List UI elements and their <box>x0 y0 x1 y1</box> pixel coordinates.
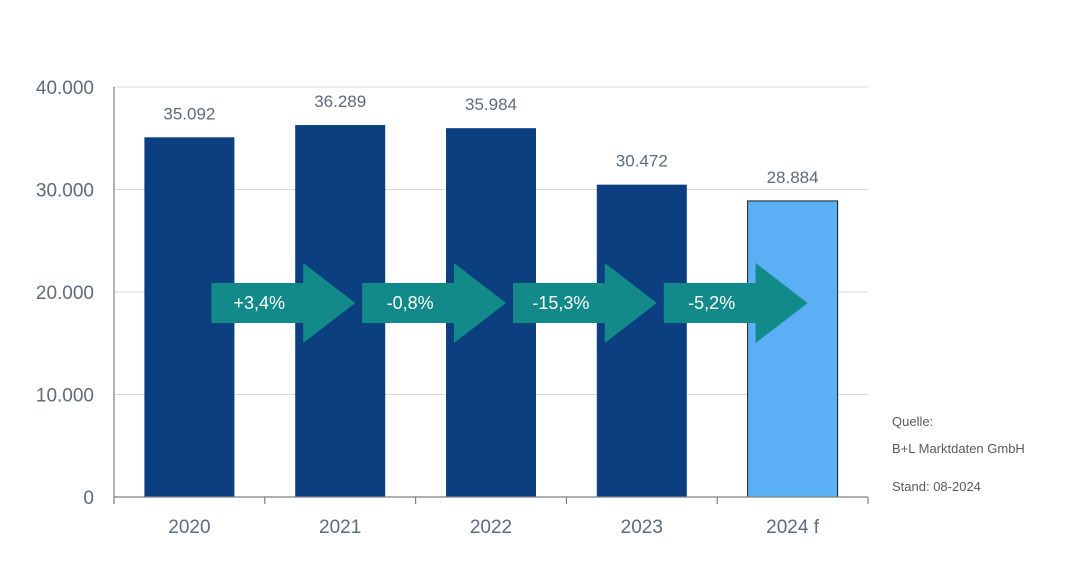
change-arrow <box>663 263 808 343</box>
data-label: 28.884 <box>767 168 819 187</box>
change-label: +3,4% <box>234 293 286 313</box>
x-tick-label: 2024 f <box>766 517 820 538</box>
y-tick-label: 20.000 <box>36 283 94 304</box>
change-label: -15,3% <box>532 293 589 313</box>
bar <box>596 184 687 498</box>
x-tick-label: 2020 <box>168 517 210 538</box>
x-tick-label: 2021 <box>319 517 361 538</box>
data-label: 35.092 <box>163 104 215 123</box>
source-date: Stand: 08-2024 <box>892 479 981 494</box>
data-label: 36.289 <box>314 92 366 111</box>
x-axis: 2020 2021 2022 2023 2024 f <box>113 87 869 538</box>
change-arrow <box>211 263 356 343</box>
change-label: -0,8% <box>387 293 434 313</box>
change-arrows: +3,4% -0,8% -15,3% -5,2% <box>211 263 808 343</box>
x-tick-label: 2022 <box>470 517 512 538</box>
change-arrow <box>513 263 657 343</box>
y-tick-label: 0 <box>83 488 94 509</box>
data-label: 30.472 <box>616 152 668 171</box>
data-labels: 35.092 36.289 35.984 30.472 28.884 <box>163 92 818 187</box>
change-arrow <box>362 263 506 343</box>
y-tick-label: 40.000 <box>36 78 94 99</box>
change-label: -5,2% <box>688 293 735 313</box>
source-label: Quelle: <box>892 414 934 429</box>
data-label: 35.984 <box>465 95 517 114</box>
source-name: B+L Marktdaten GmbH <box>892 441 1025 456</box>
x-tick-label: 2023 <box>621 517 663 538</box>
y-axis-ticks: 0 10.000 20.000 30.000 40.000 <box>36 78 94 509</box>
y-tick-label: 30.000 <box>36 181 94 202</box>
bar <box>747 200 839 498</box>
y-tick-label: 10.000 <box>36 386 94 407</box>
